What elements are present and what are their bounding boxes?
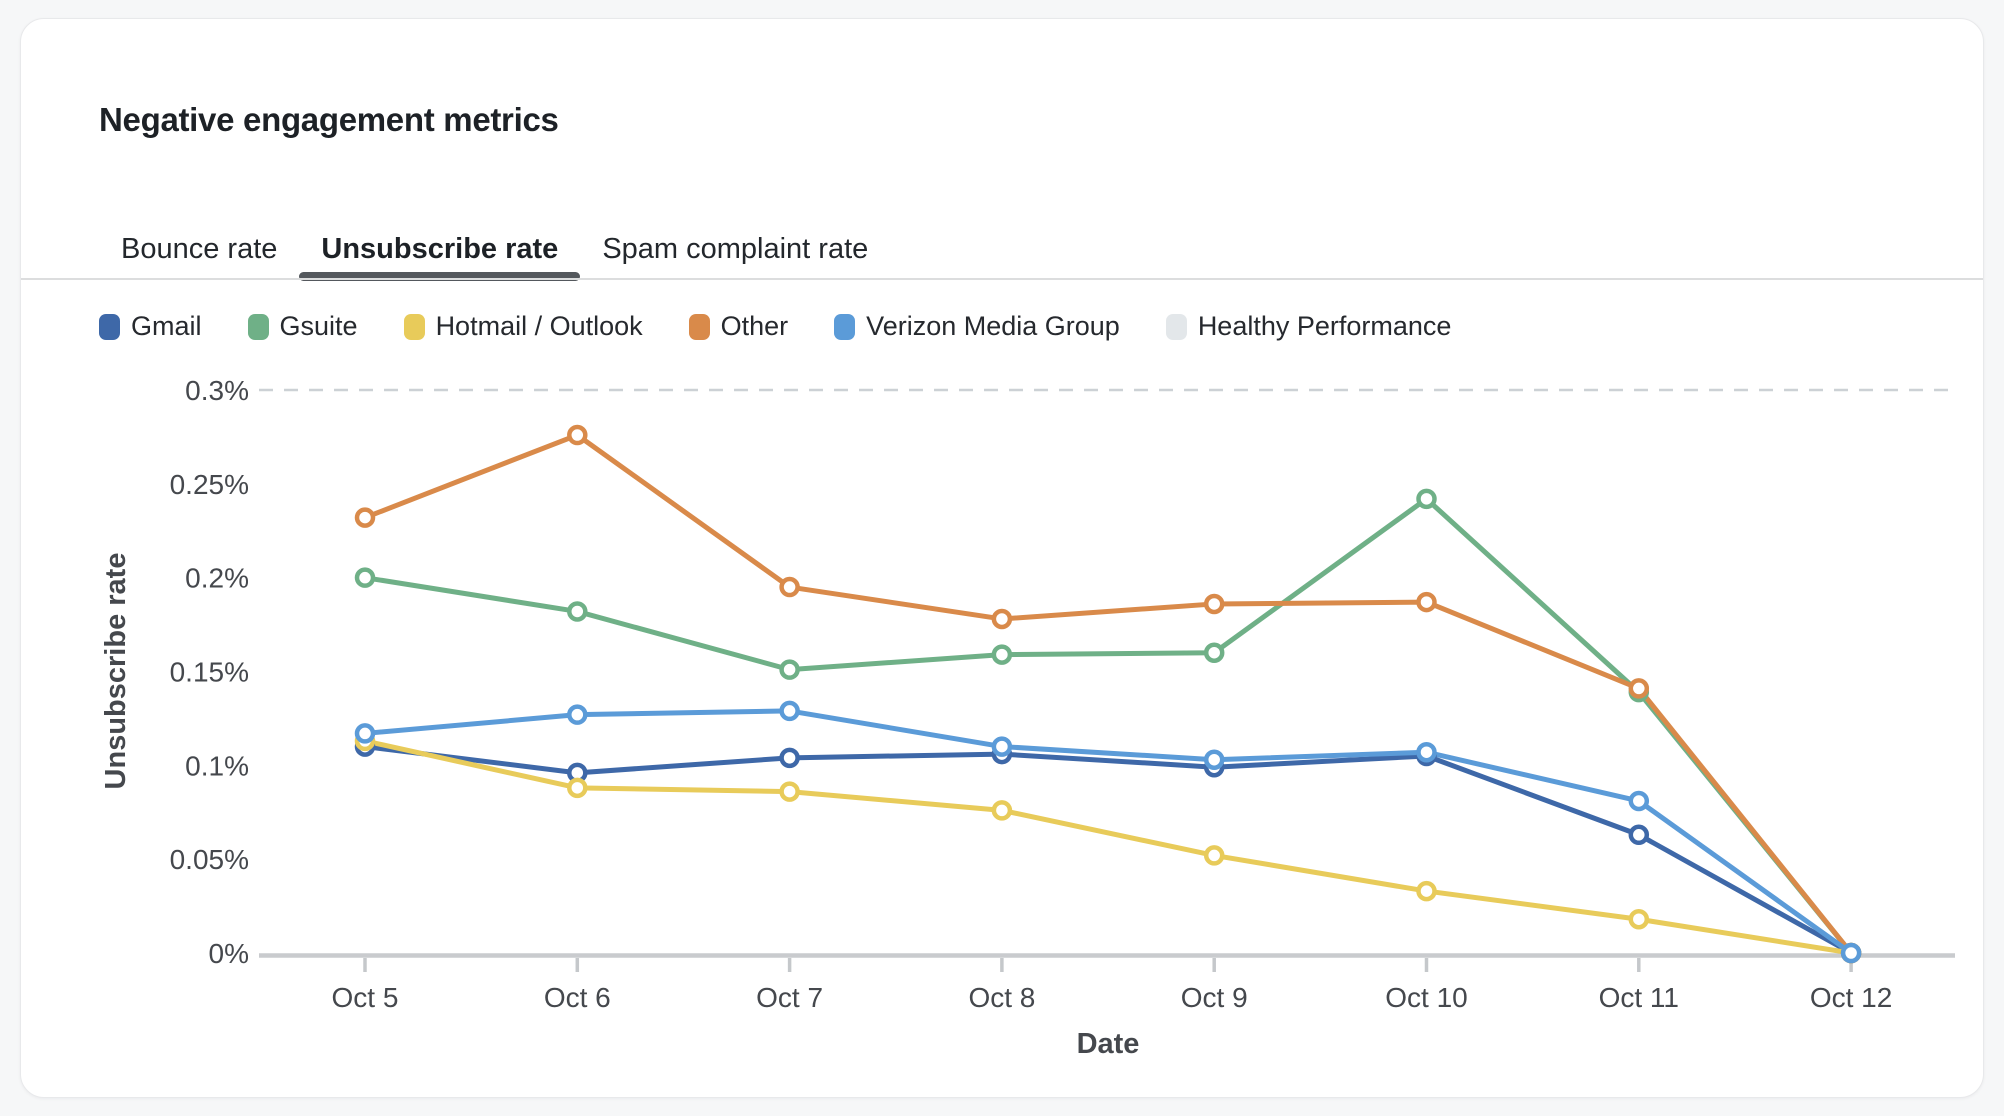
legend-swatch-icon xyxy=(247,313,269,340)
x-tick-label: Oct 9 xyxy=(1181,982,1248,1013)
legend-item-verizon-media-group[interactable]: Verizon Media Group xyxy=(834,311,1120,342)
data-point-verizon-media-group-oct-8[interactable] xyxy=(991,736,1013,757)
tab-unsubscribe-rate[interactable]: Unsubscribe rate xyxy=(299,221,581,281)
legend-item-gmail[interactable]: Gmail xyxy=(99,311,202,342)
series-line-hotmail-outlook xyxy=(362,738,1854,956)
legend-label: Gsuite xyxy=(279,311,358,341)
data-point-other-oct-6[interactable] xyxy=(567,424,588,446)
tab-label: Unsubscribe rate xyxy=(321,233,559,265)
y-tick-label: 0% xyxy=(209,938,249,969)
x-tick-label: Oct 10 xyxy=(1385,982,1467,1013)
data-point-verizon-media-group-oct-7[interactable] xyxy=(779,700,800,722)
y-axis-title: Unsubscribe rate xyxy=(100,553,132,790)
y-tick-label: 0.3% xyxy=(185,375,249,406)
data-point-verizon-media-group-oct-10[interactable] xyxy=(1416,741,1437,763)
data-point-gsuite-oct-5[interactable] xyxy=(354,567,376,588)
x-tick-label: Oct 11 xyxy=(1599,982,1679,1013)
tab-bounce-rate[interactable]: Bounce rate xyxy=(99,221,299,277)
data-point-hotmail-outlook-oct-10[interactable] xyxy=(1416,880,1437,902)
legend-item-other[interactable]: Other xyxy=(688,311,789,342)
x-tick-label: Oct 8 xyxy=(968,982,1035,1013)
legend-label: Gmail xyxy=(131,311,202,341)
tab-bar: Bounce rate Unsubscribe rate Spam complain… xyxy=(99,217,890,281)
legend-item-healthy-performance[interactable]: Healthy Performance xyxy=(1165,311,1452,342)
x-tick-label: Oct 12 xyxy=(1810,982,1892,1013)
active-tab-underline xyxy=(299,272,581,281)
y-tick-label: 0.2% xyxy=(185,563,249,594)
legend-label: Other xyxy=(720,311,789,341)
tab-bar-divider xyxy=(21,278,1983,280)
data-point-verizon-media-group-oct-5[interactable] xyxy=(354,723,376,744)
data-point-other-oct-7[interactable] xyxy=(779,576,800,598)
data-point-gmail-oct-7[interactable] xyxy=(779,747,800,769)
data-point-gsuite-oct-7[interactable] xyxy=(779,659,800,680)
series-line-gmail xyxy=(362,744,1854,956)
legend-swatch-icon xyxy=(688,313,710,340)
data-point-verizon-media-group-oct-11[interactable] xyxy=(1628,790,1650,812)
data-point-verizon-media-group-oct-6[interactable] xyxy=(567,704,588,725)
legend-swatch-icon xyxy=(99,313,120,340)
data-point-hotmail-outlook-oct-9[interactable] xyxy=(1203,845,1225,866)
y-tick-label: 0.1% xyxy=(185,750,249,781)
data-point-gsuite-oct-9[interactable] xyxy=(1203,642,1225,663)
data-point-other-oct-5[interactable] xyxy=(354,507,376,528)
data-point-hotmail-outlook-oct-8[interactable] xyxy=(991,800,1013,821)
data-point-hotmail-outlook-oct-7[interactable] xyxy=(779,781,800,802)
x-axis-title: Date xyxy=(1077,1028,1140,1060)
data-point-other-oct-10[interactable] xyxy=(1416,591,1437,613)
y-tick-label: 0.05% xyxy=(170,844,249,875)
series-line-verizon-media-group xyxy=(362,708,1854,956)
legend-swatch-icon xyxy=(403,313,425,340)
data-point-other-oct-9[interactable] xyxy=(1203,593,1225,615)
page-title: Negative engagement metrics xyxy=(99,101,559,138)
legend-label: Healthy Performance xyxy=(1197,311,1452,341)
metrics-card: Negative engagement metrics Bounce rate U… xyxy=(20,18,1984,1098)
series-line-gsuite xyxy=(362,496,1854,956)
data-point-verizon-media-group-oct-9[interactable] xyxy=(1203,749,1225,770)
data-point-hotmail-outlook-oct-6[interactable] xyxy=(567,777,588,799)
data-point-gsuite-oct-8[interactable] xyxy=(991,644,1013,665)
tab-spam-complaint-rate[interactable]: Spam complaint rate xyxy=(580,221,890,277)
data-point-gmail-oct-11[interactable] xyxy=(1628,824,1650,846)
x-tick-label: Oct 7 xyxy=(756,982,823,1013)
data-point-other-oct-8[interactable] xyxy=(991,608,1013,630)
y-tick-label: 0.25% xyxy=(170,469,249,500)
x-tick-label: Oct 6 xyxy=(544,982,611,1013)
data-point-verizon-media-group-oct-12[interactable] xyxy=(1840,942,1862,964)
data-point-other-oct-11[interactable] xyxy=(1628,678,1650,699)
legend-swatch-icon xyxy=(1165,313,1187,340)
legend-label: Verizon Media Group xyxy=(866,311,1120,341)
legend-label: Hotmail / Outlook xyxy=(435,311,643,341)
legend-item-hotmail-outlook[interactable]: Hotmail / Outlook xyxy=(403,311,643,342)
tab-label: Spam complaint rate xyxy=(602,233,869,265)
data-point-gsuite-oct-10[interactable] xyxy=(1416,488,1437,510)
y-tick-label: 0.15% xyxy=(170,657,249,688)
data-point-gsuite-oct-6[interactable] xyxy=(567,601,588,622)
tab-label: Bounce rate xyxy=(121,233,278,265)
chart-legend: Gmail Gsuite Hotmail / Outlook Other Verizon… xyxy=(99,311,1451,342)
data-point-hotmail-outlook-oct-11[interactable] xyxy=(1628,908,1650,930)
legend-item-gsuite[interactable]: Gsuite xyxy=(247,311,358,342)
x-tick-label: Oct 5 xyxy=(332,982,399,1013)
line-chart-canvas[interactable]: 0% 0.05% 0.1% 0.15% 0.2% 0.25% 0.3% Unsubscribe… xyxy=(81,359,1981,1079)
legend-swatch-icon xyxy=(834,313,856,340)
series-line-other xyxy=(362,432,1854,956)
